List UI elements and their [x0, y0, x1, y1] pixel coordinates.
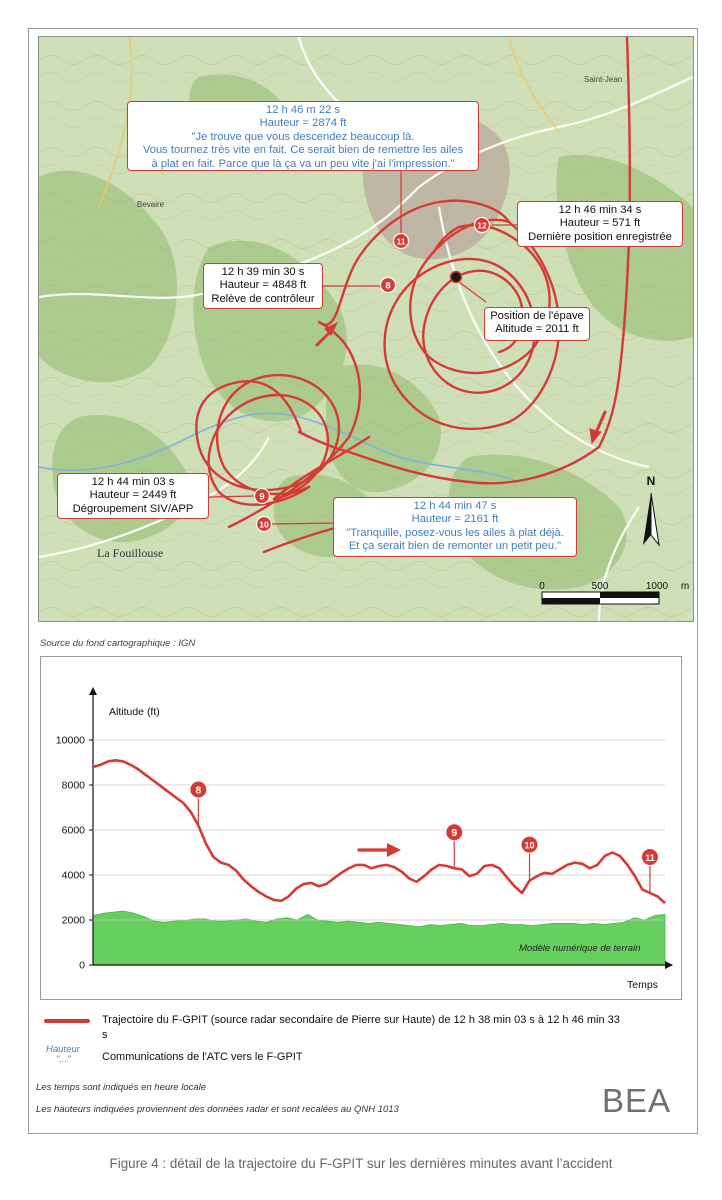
callout-12h46m22s: 12 h 46 m 22 s Hauteur = 2874 ft "Je tro… [127, 101, 479, 171]
y-tick-label: 4000 [62, 870, 86, 882]
y-tick-label: 0 [79, 960, 85, 972]
callout-12h44m03s: 12 h 44 min 03 s Hauteur = 2449 ft Dégro… [57, 473, 209, 519]
callout-12h39m30s: 12 h 39 min 30 s Hauteur = 4848 ft Relèv… [203, 263, 323, 309]
callout-12h44m47s: 12 h 44 min 47 s Hauteur = 2161 ft "Tran… [333, 497, 577, 557]
chart-marker-8: 8 [189, 780, 208, 826]
scale-label-1000: 1000 [646, 581, 669, 592]
callout-line: 12 h 46 min 34 s [558, 204, 642, 216]
figure-caption: Figure 4 : détail de la trajectoire du F… [109, 1156, 613, 1171]
y-tick-label: 2000 [62, 915, 86, 927]
y-tick-label: 10000 [56, 735, 85, 747]
callout-line: Altitude = 2011 ft [495, 323, 579, 336]
map-marker-11: 11 [392, 232, 410, 250]
x-axis-arrow-icon [665, 961, 673, 969]
callout-line: Hauteur = 2874 ft [259, 117, 347, 130]
scale-label-0: 0 [539, 581, 545, 592]
map-marker-label: 10 [259, 520, 269, 530]
chart-marker-label: 10 [525, 840, 535, 850]
altitude-profile-panel: 0 2000 4000 6000 8000 10000 8 9 10 11 Altitude (… [40, 656, 682, 1000]
legend-atc-text: Communications de l'ATC vers le F-GPIT [102, 1051, 303, 1063]
chart-marker-10: 10 [520, 835, 539, 881]
place-label-bevaire: Bevaire [137, 200, 165, 209]
y-tick-label: 8000 [62, 780, 86, 792]
map-markers: 8 9 10 11 12 [253, 216, 491, 533]
callout-12h46m34s: 12 h 46 min 34 s Hauteur = 571 ft Derniè… [517, 201, 683, 247]
map-marker-label: 9 [259, 492, 264, 503]
topographic-map: La Fouillouse Bevaire Saint-Jean [38, 36, 694, 622]
chart-markers: 8 9 10 11 [189, 780, 659, 893]
chart-direction-arrow-icon [357, 843, 401, 857]
map-marker-8: 8 [379, 276, 397, 294]
y-axis-arrow-icon [89, 687, 97, 695]
place-label-fouillouse: La Fouillouse [97, 546, 163, 560]
callout-line: Hauteur = 571 ft [559, 217, 641, 230]
map-marker-10: 10 [255, 515, 273, 533]
place-label-saint-jean: Saint-Jean [584, 75, 622, 84]
y-axis-label: Altitude (ft) [109, 706, 160, 718]
callout-line: Et ça serait bien de remonter un petit p… [348, 540, 562, 553]
callout-line: Hauteur = 4848 ft [219, 279, 307, 292]
callout-line: "Tranquille, posez-vous les ailes à plat… [346, 526, 564, 539]
callout-line: "Je trouve que vous descendez beaucoup l… [191, 130, 415, 143]
callout-line: Hauteur = 2449 ft [89, 489, 177, 502]
legend-atc-symbol-bottom: "..." [56, 1054, 71, 1065]
chart-marker-label: 11 [645, 853, 655, 863]
chart-marker-label: 9 [451, 827, 457, 839]
callout-line: 12 h 44 min 03 s [91, 476, 175, 488]
scale-bar: 0 500 1000 m [539, 581, 689, 605]
callout-connectors [208, 170, 517, 525]
legend-track-text: Trajectoire du F-GPIT (source radar seco… [102, 1014, 620, 1041]
track-line [92, 759, 666, 905]
track-layer [92, 759, 666, 905]
river [39, 412, 520, 483]
callout-line: 12 h 39 min 30 s [221, 266, 305, 278]
north-label: N [647, 474, 656, 488]
scale-label-500: 500 [592, 581, 609, 592]
chart-marker-11: 11 [640, 848, 659, 893]
chart-marker-label: 8 [195, 784, 201, 796]
north-arrow-icon: N [643, 474, 660, 547]
legend-track-swatch [44, 1019, 90, 1023]
y-tick-label: 6000 [62, 825, 86, 837]
map-marker-9: 9 [253, 487, 271, 505]
callout-line: 12 h 44 min 47 s [413, 500, 497, 512]
callout-line: Dégroupement SIV/APP [72, 502, 194, 515]
altitude-profile-chart: 0 2000 4000 6000 8000 10000 8 9 10 11 Altitude (… [56, 687, 673, 991]
flight-track [195, 37, 632, 554]
callout-line: Dernière position enregistrée [528, 230, 672, 243]
map-marker-label: 12 [477, 221, 487, 231]
x-axis-label: Temps [627, 979, 658, 991]
callout-line: Relève de contrôleur [211, 292, 315, 305]
callout-wreck-position: Position de l'épave Altitude = 2011 ft [484, 307, 590, 341]
note-qnh: Les hauteurs indiquées proviennent des d… [36, 1104, 399, 1115]
callout-line: Hauteur = 2161 ft [411, 513, 499, 526]
map-marker-label: 8 [385, 281, 390, 292]
secondary-roads [98, 37, 560, 208]
terrain-layer [92, 910, 666, 966]
map-source-note: Source du fond cartographique : IGN [40, 638, 196, 649]
chart-marker-9: 9 [445, 823, 464, 869]
callout-line: à plat en fait. Parce que là ça va un pe… [151, 157, 455, 170]
terrain-label: Modèle numérique de terrain [519, 943, 640, 954]
map-marker-label: 11 [397, 237, 406, 247]
callout-line: Vous tournez très vite en fait. Ce serai… [142, 144, 464, 157]
callout-line: 12 h 46 m 22 s [265, 104, 340, 116]
callout-line: Position de l'épave [490, 310, 584, 322]
legend-atc-symbol: Hauteur "..." [46, 1045, 80, 1065]
scale-unit: m [681, 581, 689, 592]
note-local-time: Les temps sont indiqués en heure locale [36, 1082, 207, 1093]
map-marker-12: 12 [473, 216, 491, 234]
bea-logo: BEA [602, 1082, 672, 1119]
direction-arrows [315, 321, 607, 445]
wreck-marker [449, 270, 463, 284]
chart-axes: 0 2000 4000 6000 8000 10000 [56, 687, 673, 972]
legend-atc-symbol-top: Hauteur [46, 1044, 80, 1055]
terrain-area [92, 910, 666, 966]
